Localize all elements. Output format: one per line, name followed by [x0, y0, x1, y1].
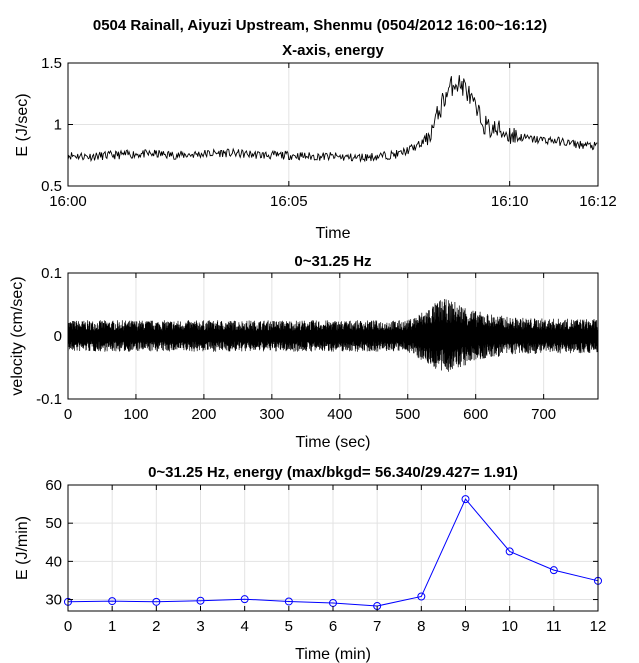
energy-series-line: [67, 75, 598, 163]
x-tick-label: 700: [531, 406, 556, 423]
x-tick-label: 300: [259, 406, 284, 423]
panel-energy-time: X-axis, energy 16:00 16:05 16:10 16:120.511…: [14, 42, 617, 242]
y-tick-label: 30: [45, 592, 62, 609]
velocity-series-line: [67, 298, 599, 372]
x-tick-label: 10: [501, 618, 518, 635]
panel-2-ylabel: velocity (cm/sec): [9, 276, 26, 395]
panel-3-grid: [67, 484, 599, 611]
panel-energy-minutes: 0~31.25 Hz, energy (max/bkgd= 56.340/29.…: [14, 464, 606, 663]
x-tick-label: 11: [546, 618, 562, 635]
energy-minute-point: [505, 547, 514, 556]
x-tick-label: 100: [123, 406, 148, 423]
panel-2-series: [67, 298, 599, 372]
energy-minute-point: [461, 495, 470, 504]
x-tick-label: 500: [395, 406, 420, 423]
x-tick-label: 7: [373, 618, 381, 635]
x-tick-label: 2: [152, 618, 160, 635]
x-tick-label: 9: [461, 618, 469, 635]
x-tick-label: 0: [64, 406, 72, 423]
energy-minute-series-line: [67, 498, 599, 607]
panel-2-title: 0~31.25 Hz: [294, 253, 371, 270]
x-tick-label: 16:05: [270, 193, 308, 210]
panel-1-ticks: 16:00 16:05 16:10 16:12 0.5 1 1.5: [41, 55, 617, 210]
x-tick-label: 3: [196, 618, 204, 635]
x-tick-label: 5: [285, 618, 293, 635]
x-tick-label: 16:10: [491, 193, 529, 210]
panel-velocity: 0~31.25 Hz 0 100 200 300 400 500 600 700-0.100.…: [9, 253, 599, 451]
energy-minute-point: [549, 566, 558, 575]
y-tick-label: 50: [45, 515, 62, 532]
panel-2-xlabel: Time (sec): [296, 434, 371, 451]
panel-3-xlabel: Time (min): [295, 646, 371, 663]
x-tick-label: 6: [329, 618, 337, 635]
y-tick-label: 0.5: [41, 178, 62, 195]
panel-1-xlabel: Time: [316, 225, 351, 242]
x-tick-label: 16:12: [579, 193, 617, 210]
x-tick-label: 600: [463, 406, 488, 423]
panel-3-ylabel: E (J/min): [14, 516, 31, 580]
x-tick-label: 8: [417, 618, 425, 635]
x-tick-label: 400: [327, 406, 352, 423]
y-tick-label: 40: [45, 553, 62, 570]
y-tick-label: 60: [45, 477, 62, 494]
energy-minute-point: [284, 597, 293, 606]
x-tick-label: 200: [191, 406, 216, 423]
panel-1-ylabel: E (J/sec): [14, 93, 31, 156]
y-tick-label: 1.5: [41, 55, 62, 72]
x-tick-label: 0: [64, 618, 72, 635]
x-tick-label: 12: [590, 618, 607, 635]
energy-minute-point: [152, 597, 161, 606]
energy-minute-point: [417, 592, 426, 601]
energy-minute-point: [196, 596, 205, 605]
x-tick-label: 16:00: [49, 193, 87, 210]
panel-1-title: X-axis, energy: [282, 42, 384, 59]
panel-3-title: 0~31.25 Hz, energy (max/bkgd= 56.340/29.…: [148, 464, 518, 481]
x-tick-label: 4: [240, 618, 248, 635]
panel-2-ticks: 0 100 200 300 400 500 600 700-0.100.1: [36, 265, 598, 423]
panel-1-series: [67, 75, 598, 163]
y-tick-label: 0.1: [41, 265, 62, 282]
figure-suptitle: 0504 Rainall, Aiyuzi Upstream, Shenmu (0…: [93, 17, 547, 34]
x-tick-label: 1: [108, 618, 116, 635]
energy-minute-point: [240, 595, 249, 604]
y-tick-label: 1: [54, 117, 62, 134]
panel-3-series: [64, 495, 602, 611]
y-tick-label: 0: [54, 328, 62, 345]
panel-1-grid: [67, 62, 599, 187]
energy-minute-point: [108, 597, 117, 606]
y-tick-label: -0.1: [36, 391, 62, 408]
